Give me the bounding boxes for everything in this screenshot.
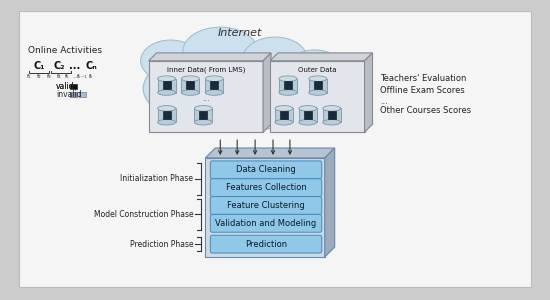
Ellipse shape xyxy=(205,76,223,81)
FancyBboxPatch shape xyxy=(19,11,531,287)
Text: Prediction: Prediction xyxy=(245,240,287,249)
Text: Cₙ: Cₙ xyxy=(85,61,97,71)
FancyBboxPatch shape xyxy=(70,84,77,88)
Ellipse shape xyxy=(158,76,175,81)
FancyBboxPatch shape xyxy=(309,79,327,92)
Ellipse shape xyxy=(143,46,337,131)
Ellipse shape xyxy=(323,106,340,111)
Text: Features Collection: Features Collection xyxy=(226,183,306,192)
Ellipse shape xyxy=(299,106,317,111)
Ellipse shape xyxy=(279,76,297,81)
Text: Feature Clustering: Feature Clustering xyxy=(227,201,305,210)
Text: f₅: f₅ xyxy=(65,74,69,79)
Text: Initialization Phase: Initialization Phase xyxy=(120,174,194,183)
FancyBboxPatch shape xyxy=(158,79,175,92)
Ellipse shape xyxy=(299,119,317,125)
FancyBboxPatch shape xyxy=(270,61,365,132)
FancyBboxPatch shape xyxy=(182,79,200,92)
Polygon shape xyxy=(270,53,372,61)
Text: Teachers' Evaluation: Teachers' Evaluation xyxy=(381,74,467,83)
Ellipse shape xyxy=(183,27,257,75)
Text: ...: ... xyxy=(202,94,210,103)
Ellipse shape xyxy=(158,90,175,95)
FancyBboxPatch shape xyxy=(158,108,175,122)
Ellipse shape xyxy=(194,106,212,111)
Text: Other Courses Scores: Other Courses Scores xyxy=(381,106,471,115)
Text: Data Cleaning: Data Cleaning xyxy=(236,165,296,174)
FancyBboxPatch shape xyxy=(186,81,195,89)
Text: invalid: invalid xyxy=(56,90,82,99)
Ellipse shape xyxy=(275,119,293,125)
Ellipse shape xyxy=(243,37,307,81)
FancyBboxPatch shape xyxy=(162,81,170,89)
Ellipse shape xyxy=(158,106,175,111)
Text: fₖ₋₁: fₖ₋₁ xyxy=(76,74,87,79)
Ellipse shape xyxy=(279,90,297,95)
Text: fₖ: fₖ xyxy=(89,74,94,79)
Text: ...: ... xyxy=(69,61,81,71)
Ellipse shape xyxy=(205,90,223,95)
Ellipse shape xyxy=(158,119,175,125)
Ellipse shape xyxy=(309,90,327,95)
FancyBboxPatch shape xyxy=(328,111,336,119)
Ellipse shape xyxy=(182,90,200,95)
FancyBboxPatch shape xyxy=(275,108,293,122)
FancyBboxPatch shape xyxy=(279,79,297,92)
Polygon shape xyxy=(263,53,271,132)
FancyBboxPatch shape xyxy=(210,196,322,214)
Polygon shape xyxy=(365,53,372,132)
FancyBboxPatch shape xyxy=(148,61,263,132)
Text: f₁: f₁ xyxy=(27,74,31,79)
Ellipse shape xyxy=(182,76,200,81)
FancyBboxPatch shape xyxy=(210,161,322,179)
FancyBboxPatch shape xyxy=(280,111,288,119)
Text: f₂: f₂ xyxy=(37,74,41,79)
Polygon shape xyxy=(205,148,335,158)
FancyBboxPatch shape xyxy=(304,111,312,119)
FancyBboxPatch shape xyxy=(205,158,324,257)
FancyBboxPatch shape xyxy=(70,92,77,97)
Text: Validation and Modeling: Validation and Modeling xyxy=(216,219,317,228)
Text: f₄: f₄ xyxy=(57,74,62,79)
Text: Outer Data: Outer Data xyxy=(298,67,337,73)
FancyBboxPatch shape xyxy=(162,111,170,119)
Text: Inner Data( From LMS): Inner Data( From LMS) xyxy=(167,67,245,73)
FancyBboxPatch shape xyxy=(194,108,212,122)
Text: Online Activities: Online Activities xyxy=(28,46,102,56)
FancyBboxPatch shape xyxy=(79,92,86,97)
Ellipse shape xyxy=(309,76,327,81)
Text: ...: ... xyxy=(381,97,388,106)
Ellipse shape xyxy=(288,50,342,88)
Text: f₃: f₃ xyxy=(47,74,52,79)
Text: ...: ... xyxy=(72,74,78,79)
Ellipse shape xyxy=(194,119,212,125)
FancyBboxPatch shape xyxy=(323,108,340,122)
FancyBboxPatch shape xyxy=(210,179,322,196)
Ellipse shape xyxy=(141,40,200,82)
Text: valid: valid xyxy=(56,82,75,91)
Text: Prediction Phase: Prediction Phase xyxy=(130,240,194,249)
FancyBboxPatch shape xyxy=(199,111,207,119)
FancyBboxPatch shape xyxy=(284,81,292,89)
FancyBboxPatch shape xyxy=(205,79,223,92)
Text: Model Construction Phase: Model Construction Phase xyxy=(94,210,194,219)
FancyBboxPatch shape xyxy=(210,81,218,89)
Polygon shape xyxy=(324,148,335,257)
FancyBboxPatch shape xyxy=(210,235,322,253)
Ellipse shape xyxy=(323,119,340,125)
FancyBboxPatch shape xyxy=(210,214,322,232)
Text: Offline Exam Scores: Offline Exam Scores xyxy=(381,86,465,95)
Polygon shape xyxy=(148,53,271,61)
Text: Internet: Internet xyxy=(218,28,262,38)
FancyBboxPatch shape xyxy=(299,108,317,122)
Text: valid: valid xyxy=(56,82,75,91)
Text: C₁: C₁ xyxy=(34,61,45,71)
Text: C₂: C₂ xyxy=(53,61,65,71)
FancyBboxPatch shape xyxy=(314,81,322,89)
Ellipse shape xyxy=(275,106,293,111)
